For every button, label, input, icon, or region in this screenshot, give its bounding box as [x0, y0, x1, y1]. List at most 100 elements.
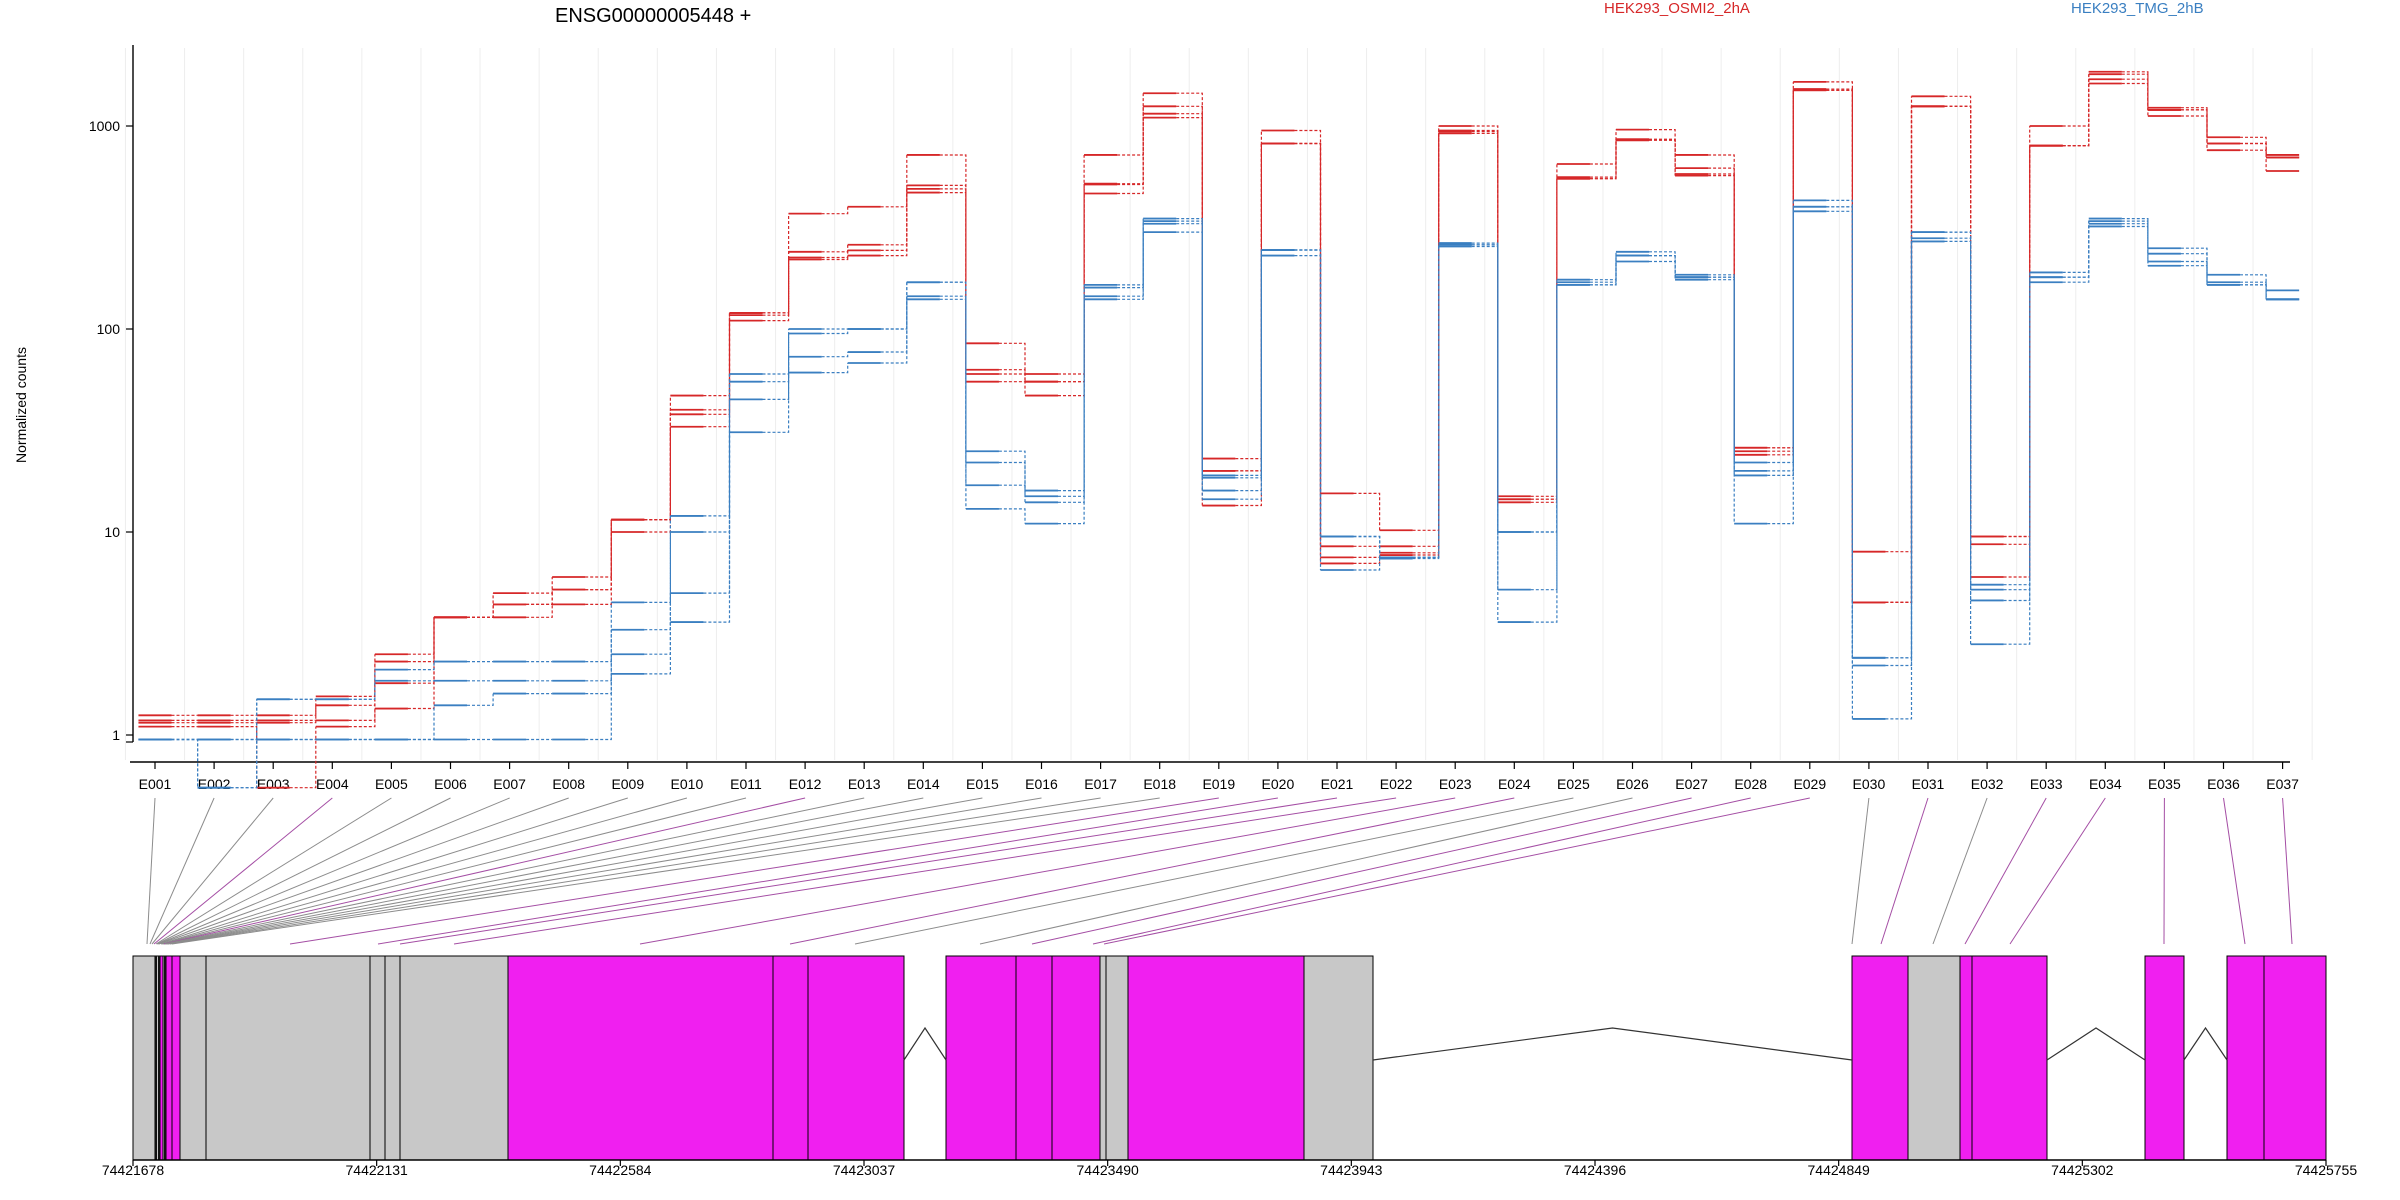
series-connector: [171, 78, 2267, 724]
x-tick-label: E032: [1971, 776, 2004, 792]
exon-link-line: [979, 797, 1633, 945]
exon-link-line: [399, 797, 1338, 945]
x-tick-label: E017: [1084, 776, 1117, 792]
x-tick-label: E011: [730, 776, 762, 792]
exon-block: [945, 955, 1017, 1161]
x-tick-label: E033: [2030, 776, 2063, 792]
exon-edge-band: [155, 956, 157, 1160]
x-tick-label: E014: [907, 776, 940, 792]
exon-link-line: [639, 797, 1456, 945]
exon-block: [1051, 955, 1101, 1161]
series-osmi2-0: [138, 78, 2300, 724]
exon-link-line: [289, 797, 1219, 945]
exon-block: [1105, 955, 1129, 1161]
x-tick-label: E031: [1912, 776, 1945, 792]
exon-link-line: [149, 797, 215, 945]
y-tick-label: 1000: [89, 118, 120, 134]
gene-model: [132, 955, 2327, 1161]
x-tick-label: E034: [2089, 776, 2122, 792]
coord-tick-label: 74424396: [1564, 1162, 1627, 1178]
exon-block: [2263, 955, 2327, 1161]
x-tick-label: E025: [1557, 776, 1590, 792]
exon-link-line: [2223, 797, 2246, 945]
exon-block: [1907, 955, 1961, 1161]
exon-link-line: [164, 797, 865, 945]
x-tick-label: E019: [1202, 776, 1235, 792]
exon-block: [179, 955, 207, 1161]
x-tick-label: E004: [316, 776, 349, 792]
exon-block: [1099, 955, 1107, 1161]
x-tick-label: E015: [966, 776, 999, 792]
intron-line: [1372, 1027, 1853, 1061]
exon-link-line: [167, 797, 1042, 945]
exon-link-line: [156, 797, 451, 945]
exon-link-line: [2282, 797, 2293, 945]
exon-link-line: [157, 797, 510, 945]
exon-link-line: [163, 797, 806, 945]
x-tick-label: E008: [552, 776, 585, 792]
x-tick-label: E012: [789, 776, 822, 792]
exon-block: [399, 955, 509, 1161]
intron-line: [2183, 1026, 2228, 1061]
exon-link-line: [377, 797, 1278, 945]
series-tmg-7: [138, 199, 2300, 741]
exon-block: [171, 955, 181, 1161]
x-tick-label: E003: [257, 776, 290, 792]
plot-series: [138, 70, 2300, 789]
exon-link-line: [171, 797, 1160, 945]
coord-tick-label: 74425755: [2295, 1162, 2358, 1178]
exon-link-line: [2009, 797, 2106, 945]
x-tick-label: E020: [1262, 776, 1295, 792]
exon-link-line: [1092, 797, 1751, 945]
coord-tick-label: 74425302: [2051, 1162, 2114, 1178]
exon-link-line: [162, 797, 747, 945]
exon-link-line: [165, 797, 924, 945]
exon-block: [1015, 955, 1053, 1161]
exon-block: [1127, 955, 1305, 1161]
exon-block: [807, 955, 905, 1161]
x-tick-label: E029: [1793, 776, 1826, 792]
coord-tick-label: 74421678: [102, 1162, 165, 1178]
exon-link-line: [1880, 797, 1929, 945]
intron-line: [903, 1026, 947, 1061]
x-tick-label: E026: [1616, 776, 1649, 792]
x-tick-label: E035: [2148, 776, 2181, 792]
exon-block: [507, 955, 774, 1161]
legend-entry-osmi2: HEK293_OSMI2_2hA: [1604, 0, 1750, 17]
exon-link-line: [160, 797, 628, 945]
exon-block: [1851, 955, 1909, 1161]
coord-tick-label: 74424849: [1808, 1162, 1871, 1178]
y-tick-label: 10: [104, 524, 120, 540]
exon-block: [165, 955, 173, 1161]
series-connector: [171, 206, 2267, 789]
coord-tick-label: 74422131: [346, 1162, 409, 1178]
exon-link-line: [155, 797, 392, 945]
exon-link-line: [158, 797, 569, 945]
coord-tick-label: 74423037: [833, 1162, 896, 1178]
exon-block: [369, 955, 386, 1161]
x-tick-label: E036: [2207, 776, 2240, 792]
series-connector: [171, 73, 2267, 716]
plot-axes: 1 10 100 1000 E001 E002 E003 E004 E005 E006 E007 E0…: [89, 45, 2299, 792]
x-tick-label: E005: [375, 776, 408, 792]
coord-tick-label: 74423490: [1077, 1162, 1140, 1178]
exon-link-line: [1964, 797, 2047, 945]
exon-link-line: [1031, 797, 1692, 945]
legend-entry-tmg: HEK293_TMG_2hB: [2071, 0, 2204, 17]
exon-edge-band: [164, 956, 166, 1160]
x-tick-label: E027: [1675, 776, 1708, 792]
exon-link-line: [854, 797, 1574, 945]
exon-block: [205, 955, 371, 1161]
exon-link-line: [169, 797, 1101, 945]
x-tick-label: E037: [2266, 776, 2299, 792]
intron-line: [2046, 1027, 2146, 1061]
exon-link-line: [151, 797, 274, 945]
x-tick-label: E009: [611, 776, 644, 792]
x-tick-label: E007: [493, 776, 526, 792]
exon-block: [132, 955, 156, 1161]
exon-link-line: [1851, 797, 1870, 945]
exon-link-line: [146, 797, 156, 945]
exon-link-line: [1103, 797, 1810, 945]
exon-edge-band: [158, 956, 160, 1160]
